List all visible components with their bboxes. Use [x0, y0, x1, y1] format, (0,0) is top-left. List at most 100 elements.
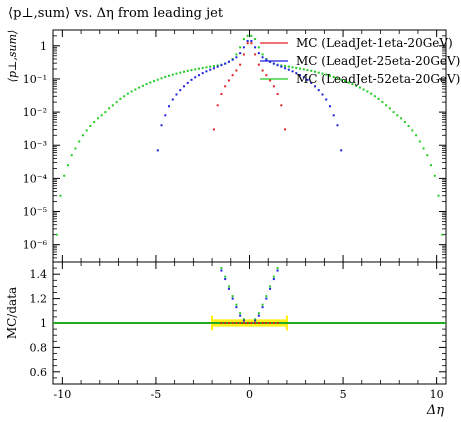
data-point	[400, 117, 403, 120]
ratio-data-point	[242, 319, 245, 322]
ratio-data-point	[235, 303, 238, 306]
x-axis-label: Δη	[426, 403, 444, 418]
data-point	[265, 74, 268, 77]
data-point	[269, 60, 272, 63]
data-point	[138, 86, 141, 89]
ratio-data-point	[231, 297, 234, 300]
y-tick-label: 10⁻³	[23, 139, 47, 152]
data-point	[149, 81, 152, 84]
data-point	[437, 194, 440, 197]
data-point	[209, 65, 212, 68]
data-point	[227, 60, 230, 63]
data-point	[351, 83, 354, 86]
ratio-data-point	[220, 322, 223, 324]
data-point	[261, 56, 264, 59]
data-point	[321, 72, 324, 75]
ratio-data-point	[254, 318, 257, 321]
data-point	[235, 56, 238, 59]
data-point	[328, 74, 331, 77]
ratio-data-point	[272, 278, 275, 281]
ratio-data-points	[220, 267, 279, 324]
data-point	[310, 81, 313, 84]
x-tick-label: -5	[151, 388, 162, 401]
ratio-data-point	[239, 314, 242, 317]
data-point	[325, 98, 328, 101]
data-point	[332, 75, 335, 78]
x-tick-label: 0	[246, 388, 253, 401]
ratio-data-point	[235, 306, 238, 309]
data-point	[415, 134, 418, 137]
ratio-data-point	[269, 322, 272, 324]
chart-title: ⟨p⊥,sum⟩ vs. Δη from leading jet	[8, 6, 224, 21]
data-point	[93, 121, 96, 124]
data-point	[347, 81, 350, 84]
ratio-data-point	[254, 322, 257, 324]
data-point	[295, 72, 298, 75]
data-point	[299, 67, 302, 70]
y-tick-label: 10⁻⁵	[23, 206, 47, 219]
data-point	[171, 98, 174, 101]
ratio-data-point	[224, 322, 227, 324]
data-point	[190, 78, 193, 81]
data-point	[287, 68, 290, 71]
data-point	[381, 101, 384, 104]
data-point	[284, 65, 287, 68]
data-point	[272, 62, 275, 65]
data-point	[212, 128, 215, 131]
data-point	[257, 63, 260, 66]
data-point	[81, 134, 84, 137]
data-point	[257, 46, 260, 49]
ratio-data-point	[276, 267, 279, 270]
data-point	[216, 104, 219, 107]
ratio-data-point	[246, 322, 249, 324]
data-point	[291, 66, 294, 69]
data-point	[358, 86, 361, 89]
data-point	[175, 72, 178, 75]
ratio-data-point	[257, 322, 260, 324]
data-point	[332, 114, 335, 117]
data-point	[246, 39, 249, 42]
main-data-points	[55, 34, 444, 236]
data-point	[220, 93, 223, 96]
ratio-data-point	[231, 322, 234, 324]
data-point	[235, 53, 238, 56]
data-point	[216, 65, 219, 68]
data-point	[407, 125, 410, 128]
ratio-axis-ticks: 0.6 0.8 1 1.2 1.4 -10 -5 0 5 10	[30, 262, 446, 401]
ratio-data-point	[257, 314, 260, 317]
data-point	[433, 174, 436, 177]
data-point	[100, 114, 103, 117]
ratio-data-point	[220, 267, 223, 270]
ratio-y-tick-label: 1.2	[30, 293, 48, 306]
data-point	[197, 67, 200, 70]
data-point	[276, 93, 279, 96]
data-point	[276, 64, 279, 67]
data-point	[306, 69, 309, 72]
data-point	[201, 72, 204, 75]
data-point	[85, 129, 88, 132]
data-point	[179, 89, 182, 92]
ratio-data-point	[227, 285, 230, 288]
data-point	[254, 46, 257, 49]
data-point	[145, 83, 148, 86]
data-point	[280, 104, 283, 107]
data-point	[250, 42, 253, 45]
data-point	[385, 104, 388, 107]
data-point	[130, 90, 133, 93]
data-point	[272, 85, 275, 88]
data-point	[66, 164, 69, 167]
data-point	[284, 67, 287, 70]
data-point	[302, 68, 305, 71]
data-point	[426, 154, 429, 157]
ratio-data-point	[239, 322, 242, 324]
data-point	[55, 233, 58, 236]
data-point	[299, 74, 302, 77]
data-point	[284, 128, 287, 131]
data-point	[430, 164, 433, 167]
main-axis-ticks: 10⁻⁶ 10⁻⁵ 10⁻⁴ 10⁻³ 10⁻² 10⁻¹ 1	[23, 29, 446, 263]
ratio-data-point	[242, 318, 245, 321]
x-tick-label: -10	[53, 388, 71, 401]
ratio-data-point	[220, 269, 223, 272]
data-point	[153, 80, 156, 83]
